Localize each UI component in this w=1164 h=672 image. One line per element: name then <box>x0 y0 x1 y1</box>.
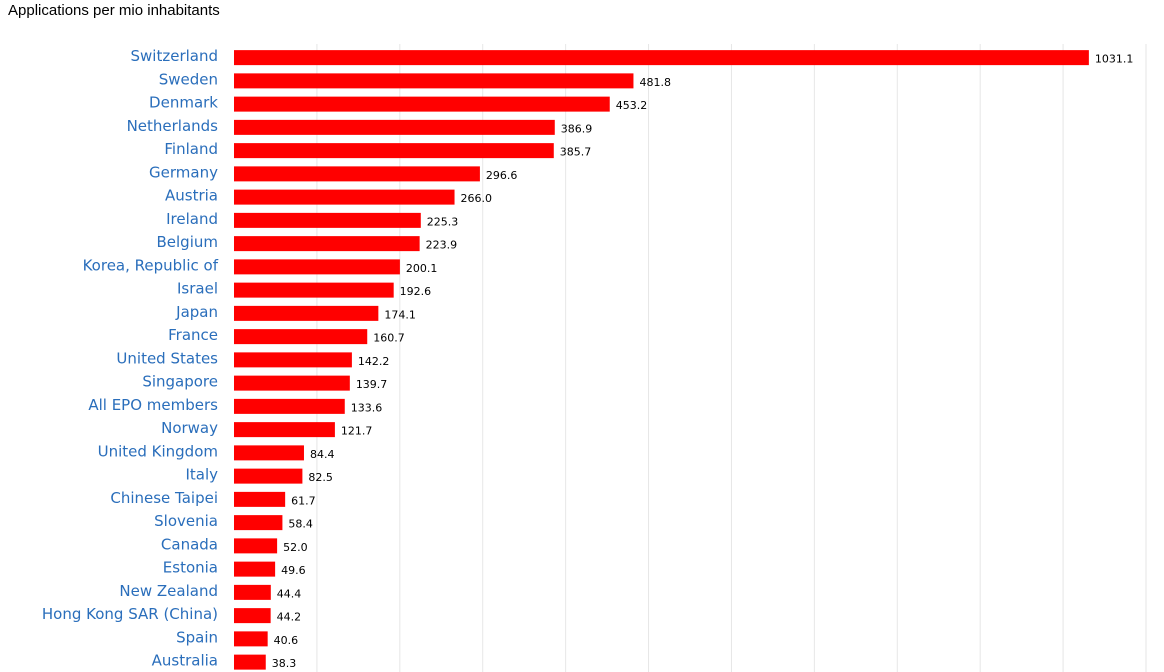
chart-title: Applications per mio inhabitants <box>8 2 220 19</box>
value-label: 121.7 <box>341 425 373 438</box>
bar <box>234 166 480 182</box>
value-label: 142.2 <box>358 355 390 368</box>
bar <box>234 259 400 275</box>
category-label: Estonia <box>163 559 218 577</box>
value-label: 44.4 <box>277 587 302 600</box>
value-label: 453.2 <box>616 99 648 112</box>
bar <box>234 515 283 531</box>
category-label: All EPO members <box>88 396 218 414</box>
bar <box>234 50 1089 66</box>
value-label: 225.3 <box>427 215 459 228</box>
value-label: 133.6 <box>351 401 383 414</box>
value-label: 200.1 <box>406 262 438 275</box>
category-label: United Kingdom <box>98 442 218 460</box>
value-label: 174.1 <box>384 308 416 321</box>
bar <box>234 352 352 368</box>
category-label: Slovenia <box>154 512 218 530</box>
value-label: 481.8 <box>639 76 671 89</box>
category-label: Ireland <box>166 210 218 228</box>
value-label: 192.6 <box>400 285 432 298</box>
category-label: Austria <box>165 187 218 205</box>
value-label: 40.6 <box>274 634 299 647</box>
value-label: 223.9 <box>426 239 458 252</box>
value-label: 38.3 <box>272 657 297 670</box>
value-label: 44.2 <box>277 611 302 624</box>
category-label: Singapore <box>142 373 218 391</box>
category-label: Netherlands <box>127 117 219 135</box>
bar <box>234 305 379 321</box>
bar <box>234 631 268 647</box>
bar <box>234 143 554 159</box>
category-label: Norway <box>161 419 218 437</box>
category-label: United States <box>116 349 218 367</box>
value-label: 296.6 <box>486 169 517 182</box>
category-label: Canada <box>161 535 218 553</box>
category-label: Korea, Republic of <box>83 256 219 274</box>
category-label: Hong Kong SAR (China) <box>42 605 218 623</box>
value-label: 160.7 <box>373 332 405 345</box>
bar <box>234 608 271 624</box>
bar <box>234 73 634 89</box>
category-label: Sweden <box>159 70 218 88</box>
value-label: 84.4 <box>310 448 335 461</box>
category-label: France <box>168 326 218 344</box>
bar <box>234 398 345 414</box>
category-label: Switzerland <box>131 47 219 65</box>
bar <box>234 329 368 345</box>
value-label: 139.7 <box>356 378 388 391</box>
category-label: Germany <box>149 163 218 181</box>
bar <box>234 561 276 577</box>
bar <box>234 375 350 391</box>
category-label: Belgium <box>157 233 219 251</box>
bar <box>234 212 421 228</box>
bar <box>234 422 335 438</box>
value-label: 82.5 <box>308 471 333 484</box>
bar <box>234 282 394 298</box>
value-label: 386.9 <box>561 122 593 135</box>
bar <box>234 584 271 600</box>
value-label: 1031.1 <box>1095 53 1134 66</box>
category-label: Italy <box>185 466 218 484</box>
bar <box>234 96 610 112</box>
category-label: Israel <box>177 280 218 298</box>
value-label: 58.4 <box>288 518 313 531</box>
category-label: Finland <box>164 140 218 158</box>
category-label: Chinese Taipei <box>110 489 218 507</box>
bar <box>234 236 420 252</box>
bar <box>234 538 278 554</box>
value-label: 61.7 <box>291 494 316 507</box>
bar <box>234 189 455 205</box>
bar <box>234 119 555 135</box>
bar <box>234 491 286 507</box>
category-label: Denmark <box>149 94 218 112</box>
bar <box>234 445 304 461</box>
value-label: 52.0 <box>283 541 308 554</box>
value-label: 49.6 <box>281 564 306 577</box>
bar <box>234 468 303 484</box>
category-label: New Zealand <box>119 582 218 600</box>
value-label: 385.7 <box>560 146 592 159</box>
category-label: Australia <box>152 652 218 670</box>
category-label: Japan <box>175 303 218 321</box>
value-label: 266.0 <box>461 192 493 205</box>
category-label: Spain <box>176 628 218 646</box>
bar <box>234 654 266 670</box>
